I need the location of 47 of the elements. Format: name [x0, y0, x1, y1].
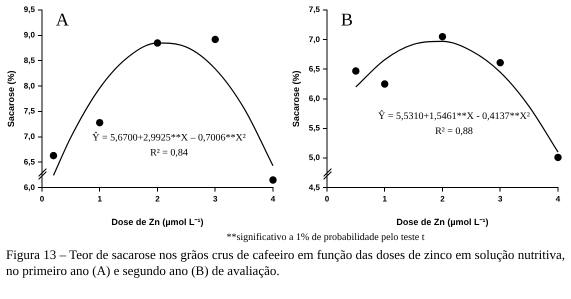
x-tick-label: 4 — [270, 194, 276, 204]
x-axis-title: Dose de Zn (µmol L⁻¹) — [396, 217, 489, 228]
y-tick-label: 5,5 — [308, 124, 320, 133]
y-tick-label: 6,5 — [308, 64, 320, 74]
point — [554, 154, 562, 162]
y-tick-label: 7,5 — [24, 106, 36, 116]
y-tick-label: 6,5 — [24, 157, 36, 166]
x-tick-label: 0 — [324, 194, 330, 204]
y-tick-label: 8,5 — [24, 56, 36, 65]
chart-title: A — [56, 10, 69, 30]
y-tick-label: 9,5 — [24, 5, 36, 14]
x-tick-label: 2 — [155, 194, 160, 204]
point — [50, 152, 58, 160]
y-tick-label: 8,0 — [24, 81, 36, 90]
point — [496, 58, 504, 66]
point — [154, 39, 162, 47]
y-tick-label: 7,5 — [308, 5, 320, 14]
chart-title: B — [340, 10, 353, 30]
text: Figura 13 – Teor de sacarose nos grãos crus de cafeeiro em função das doses de zinco em solução nutritiva, no primeiro ano (A) e segundo ano (B) de avaliação. — [5, 247, 566, 279]
annotation: Ŷ = 5,6700+2,9925**X – 0,7006**X² — [92, 131, 246, 144]
x-tick-label: 0 — [40, 194, 45, 204]
annotation: Ŷ = 5,5310+1,5461**X - 0,4137**X² — [378, 110, 530, 122]
x-axis-title: Dose de Zn (µmol L⁻¹) — [111, 217, 204, 228]
annotation: R² = 0,84 — [150, 147, 188, 158]
y-axis-title: Sacarose (%) — [290, 70, 301, 128]
y-axis-title: Sacarose (%) — [6, 70, 16, 128]
y-tick-label: 6,0 — [308, 94, 320, 104]
y-tick-label: 7,0 — [308, 34, 320, 44]
point — [352, 67, 360, 75]
y-tick-label: 7,0 — [24, 132, 36, 142]
y-tick-label: 6,0 — [24, 182, 36, 192]
y-tick-label: 5,0 — [308, 153, 320, 162]
x-tick-label: 1 — [382, 194, 388, 204]
x-tick-label: 4 — [556, 194, 561, 204]
point — [438, 32, 446, 40]
x-tick-label: 2 — [440, 194, 446, 204]
point — [269, 176, 277, 184]
x-tick-label: 1 — [97, 194, 102, 204]
point — [96, 118, 104, 126]
text: **significativo a 1% de probabilidade pelo teste t — [226, 232, 426, 243]
x-tick-label: 3 — [213, 194, 218, 204]
point — [380, 80, 388, 88]
y-tick-label: 9,0 — [24, 30, 36, 40]
point — [212, 36, 219, 44]
y-tick-label: 4,5 — [308, 182, 320, 192]
annotation: R² = 0,88 — [435, 126, 473, 138]
x-tick-label: 3 — [498, 194, 504, 204]
